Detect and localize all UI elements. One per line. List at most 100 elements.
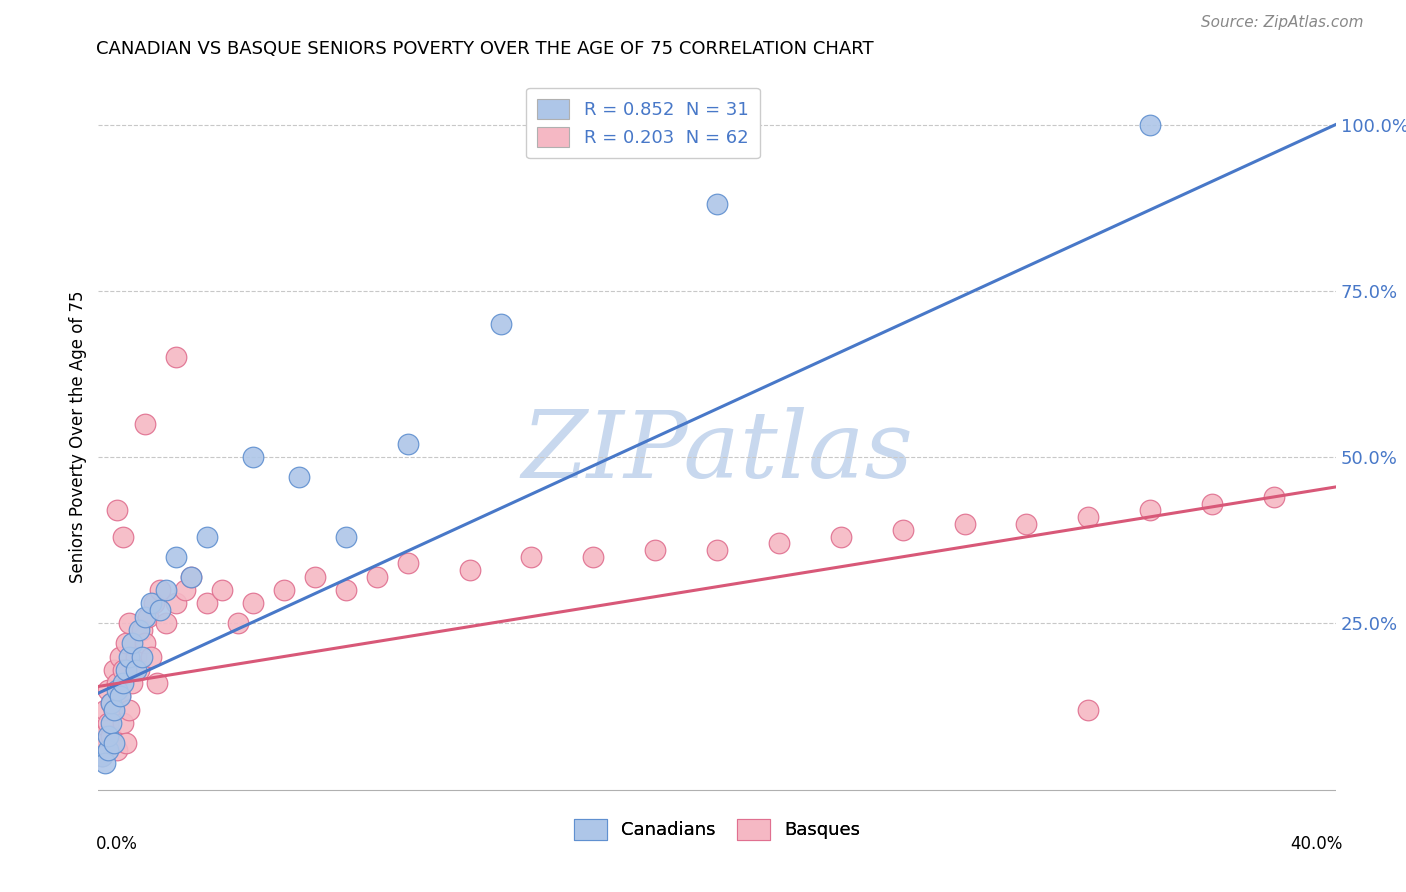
- Point: [100, 716, 122, 731]
- Point: [1201, 497, 1223, 511]
- Point: [180, 570, 202, 584]
- Point: [115, 736, 138, 750]
- Point: [134, 417, 156, 431]
- Point: [195, 530, 218, 544]
- Point: [165, 596, 187, 610]
- Point: [93, 736, 115, 750]
- Point: [121, 636, 143, 650]
- Point: [112, 663, 135, 677]
- Point: [768, 536, 790, 550]
- Point: [335, 530, 357, 544]
- Point: [128, 663, 150, 677]
- Point: [97, 682, 120, 697]
- Point: [165, 549, 187, 564]
- Point: [1139, 118, 1161, 132]
- Point: [97, 742, 120, 756]
- Point: [134, 636, 156, 650]
- Point: [118, 703, 141, 717]
- Point: [124, 649, 146, 664]
- Text: 40.0%: 40.0%: [1291, 835, 1343, 853]
- Point: [155, 616, 177, 631]
- Point: [706, 543, 728, 558]
- Text: Source: ZipAtlas.com: Source: ZipAtlas.com: [1201, 15, 1364, 29]
- Point: [644, 543, 666, 558]
- Point: [103, 663, 125, 677]
- Point: [108, 690, 131, 704]
- Point: [115, 636, 138, 650]
- Point: [105, 676, 128, 690]
- Point: [1263, 490, 1285, 504]
- Point: [520, 549, 543, 564]
- Text: CANADIAN VS BASQUE SENIORS POVERTY OVER THE AGE OF 75 CORRELATION CHART: CANADIAN VS BASQUE SENIORS POVERTY OVER …: [96, 40, 873, 58]
- Point: [100, 729, 122, 743]
- Point: [143, 596, 166, 610]
- Point: [366, 570, 388, 584]
- Point: [165, 351, 187, 365]
- Point: [149, 603, 172, 617]
- Point: [128, 623, 150, 637]
- Point: [112, 530, 135, 544]
- Point: [134, 609, 156, 624]
- Legend: Canadians, Basques: Canadians, Basques: [565, 810, 869, 848]
- Point: [458, 563, 481, 577]
- Point: [139, 596, 162, 610]
- Point: [100, 696, 122, 710]
- Point: [105, 682, 128, 697]
- Point: [953, 516, 976, 531]
- Point: [226, 616, 249, 631]
- Point: [180, 570, 202, 584]
- Point: [118, 649, 141, 664]
- Point: [146, 676, 169, 690]
- Text: ZIPatlas: ZIPatlas: [522, 407, 912, 497]
- Point: [90, 749, 112, 764]
- Point: [105, 742, 128, 756]
- Point: [108, 690, 131, 704]
- Point: [90, 729, 112, 743]
- Point: [139, 649, 162, 664]
- Point: [891, 523, 914, 537]
- Point: [103, 703, 125, 717]
- Point: [396, 436, 419, 450]
- Point: [97, 716, 120, 731]
- Point: [149, 582, 172, 597]
- Point: [124, 663, 146, 677]
- Point: [131, 623, 153, 637]
- Point: [118, 616, 141, 631]
- Point: [131, 649, 153, 664]
- Point: [155, 582, 177, 597]
- Point: [115, 663, 138, 677]
- Point: [112, 716, 135, 731]
- Point: [288, 470, 311, 484]
- Point: [112, 676, 135, 690]
- Point: [108, 649, 131, 664]
- Point: [1077, 509, 1099, 524]
- Point: [396, 557, 419, 571]
- Point: [103, 736, 125, 750]
- Point: [105, 503, 128, 517]
- Point: [489, 317, 512, 331]
- Text: 0.0%: 0.0%: [96, 835, 138, 853]
- Point: [93, 756, 115, 770]
- Point: [304, 570, 326, 584]
- Point: [335, 582, 357, 597]
- Point: [273, 582, 295, 597]
- Point: [97, 729, 120, 743]
- Point: [1015, 516, 1038, 531]
- Point: [830, 530, 852, 544]
- Point: [1077, 703, 1099, 717]
- Point: [1139, 503, 1161, 517]
- Point: [195, 596, 218, 610]
- Point: [121, 676, 143, 690]
- Point: [242, 450, 264, 464]
- Point: [100, 696, 122, 710]
- Y-axis label: Seniors Poverty Over the Age of 75: Seniors Poverty Over the Age of 75: [69, 291, 87, 583]
- Point: [103, 703, 125, 717]
- Point: [706, 197, 728, 211]
- Point: [93, 703, 115, 717]
- Point: [211, 582, 233, 597]
- Point: [242, 596, 264, 610]
- Point: [174, 582, 197, 597]
- Point: [90, 749, 112, 764]
- Point: [136, 609, 159, 624]
- Point: [582, 549, 605, 564]
